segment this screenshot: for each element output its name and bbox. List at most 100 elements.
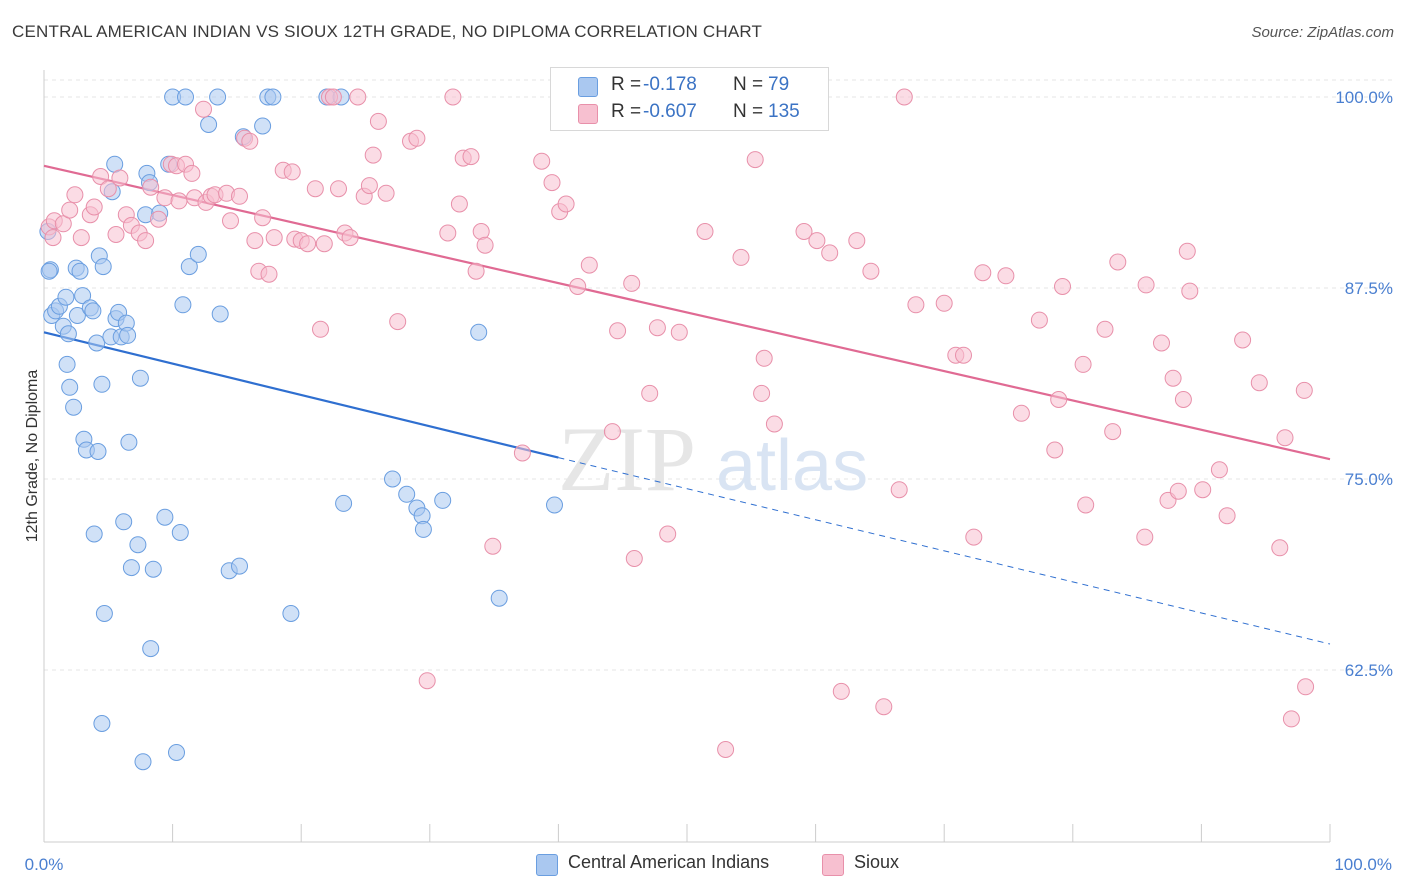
watermark: ZIP atlas	[558, 408, 868, 510]
data-point	[1012, 404, 1030, 422]
y-tick-label: 100.0%	[1335, 88, 1393, 107]
data-point	[659, 525, 677, 543]
data-point	[513, 444, 531, 462]
axis-labels: 62.5% 75.0% 87.5% 100.0% 0.0% 100.0% 12th Grad…	[24, 88, 1393, 874]
data-point	[170, 192, 188, 210]
data-point	[1194, 481, 1212, 499]
data-point	[580, 256, 598, 274]
data-point	[1295, 381, 1313, 399]
data-point	[283, 163, 301, 181]
data-point	[1174, 391, 1192, 408]
series-swatch-pink	[822, 854, 844, 876]
data-point	[54, 215, 72, 233]
data-point	[231, 187, 248, 205]
trend-line-extension	[558, 457, 1331, 645]
data-point	[231, 557, 248, 575]
legend-r-value: -0.178	[643, 74, 697, 95]
data-point	[808, 232, 826, 250]
data-point	[414, 520, 432, 538]
data-point	[1104, 423, 1122, 441]
data-point	[955, 346, 972, 364]
data-point	[1169, 482, 1187, 500]
data-point	[59, 325, 77, 343]
data-point	[195, 100, 212, 118]
data-point	[89, 443, 107, 460]
data-point	[670, 323, 688, 341]
data-point	[68, 307, 86, 324]
data-point	[398, 485, 416, 503]
data-point	[119, 326, 137, 344]
legend-n-value: 79	[768, 74, 790, 95]
data-point	[84, 302, 102, 320]
data-point	[200, 116, 218, 133]
data-point	[131, 369, 149, 387]
legend-row-central-american-indians: R = -0.178 N = 79	[551, 74, 828, 100]
data-point	[1276, 429, 1294, 447]
data-point	[1153, 334, 1170, 352]
data-point	[369, 112, 387, 130]
axes	[43, 70, 1331, 843]
data-point	[254, 117, 272, 135]
data-point	[1271, 539, 1289, 557]
data-point	[111, 169, 129, 187]
data-point	[717, 741, 735, 758]
data-point	[246, 232, 264, 250]
data-point	[1077, 496, 1095, 514]
watermark-zip: ZIP	[558, 408, 696, 510]
data-point	[484, 537, 502, 555]
data-point	[341, 229, 359, 247]
data-point	[335, 494, 353, 512]
data-point	[1136, 528, 1154, 546]
data-point	[746, 151, 764, 169]
data-point	[765, 415, 783, 433]
x-tick-label: 0.0%	[25, 855, 64, 874]
data-point	[71, 262, 89, 280]
data-point	[150, 210, 167, 228]
data-point	[88, 334, 106, 352]
watermark-atlas: atlas	[716, 426, 868, 506]
data-point	[1096, 320, 1114, 338]
data-point	[312, 320, 329, 338]
data-point	[93, 715, 111, 732]
data-point	[696, 223, 714, 240]
data-point	[795, 223, 813, 240]
data-point	[44, 229, 62, 247]
data-point	[189, 245, 207, 263]
data-point	[66, 186, 84, 204]
data-point	[144, 560, 162, 578]
data-point	[533, 152, 551, 170]
data-point	[315, 235, 333, 253]
series-central-american-indians	[39, 88, 563, 771]
data-point	[1050, 391, 1068, 408]
y-axis-label: 12th Grade, No Diploma	[24, 370, 41, 543]
data-point	[137, 232, 155, 250]
y-tick-label: 62.5%	[1345, 661, 1393, 680]
data-point	[349, 88, 367, 106]
trend-line-central-american-indians	[43, 331, 559, 459]
data-point	[129, 536, 147, 554]
x-tick-label: 100.0%	[1334, 855, 1392, 874]
legend-row-sioux: R = -0.607 N = 135	[551, 101, 828, 127]
data-point	[61, 201, 79, 219]
data-point	[209, 88, 227, 106]
data-point	[384, 470, 401, 488]
data-point	[222, 212, 239, 230]
data-point	[1030, 311, 1048, 329]
data-point	[264, 88, 282, 106]
data-point	[299, 235, 317, 253]
data-point	[1218, 507, 1236, 525]
data-point	[174, 296, 192, 314]
data-point	[142, 640, 160, 658]
y-tick-label: 75.0%	[1345, 470, 1393, 489]
data-point	[92, 168, 110, 185]
data-point	[99, 180, 117, 198]
data-point	[324, 88, 342, 106]
data-point	[115, 513, 133, 531]
data-point	[408, 129, 426, 147]
data-point	[74, 287, 92, 305]
y-tick-label: 87.5%	[1345, 279, 1393, 298]
data-point	[832, 682, 850, 700]
data-points	[39, 88, 1315, 771]
data-point	[907, 296, 925, 314]
